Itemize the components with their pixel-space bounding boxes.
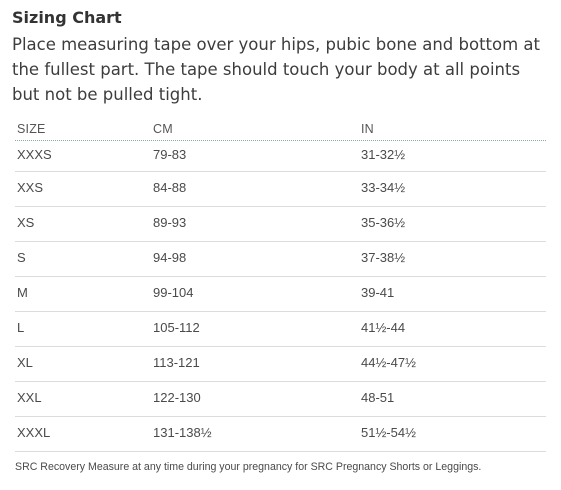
measuring-instructions: Place measuring tape over your hips, pub… bbox=[12, 32, 552, 107]
cell-cm: 105-112 bbox=[153, 320, 200, 335]
table-row: XL 113-121 44½-47½ bbox=[15, 347, 546, 382]
cell-in: 35-36½ bbox=[361, 215, 405, 230]
cell-in: 37-38½ bbox=[361, 250, 405, 265]
table-row: XXL 122-130 48-51 bbox=[15, 382, 546, 417]
cell-size: XXXS bbox=[17, 147, 52, 162]
cell-cm: 113-121 bbox=[153, 355, 200, 370]
cell-cm: 122-130 bbox=[153, 390, 201, 405]
cell-cm: 89-93 bbox=[153, 215, 186, 230]
cell-in: 33-34½ bbox=[361, 180, 405, 195]
cell-cm: 94-98 bbox=[153, 250, 186, 265]
cell-size: XS bbox=[17, 215, 34, 230]
cell-cm: 79-83 bbox=[153, 147, 186, 162]
cell-cm: 84-88 bbox=[153, 180, 186, 195]
cell-in: 39-41 bbox=[361, 285, 394, 300]
cell-in: 31-32½ bbox=[361, 147, 405, 162]
table-row: XXXS 79-83 31-32½ bbox=[15, 141, 546, 172]
cell-in: 48-51 bbox=[361, 390, 394, 405]
cell-in: 41½-44 bbox=[361, 320, 405, 335]
table-row: S 94-98 37-38½ bbox=[15, 242, 546, 277]
table-row: XS 89-93 35-36½ bbox=[15, 207, 546, 242]
cell-cm: 99-104 bbox=[153, 285, 193, 300]
cell-size: XL bbox=[17, 355, 33, 370]
table-row: L 105-112 41½-44 bbox=[15, 312, 546, 347]
footer-note: SRC Recovery Measure at any time during … bbox=[15, 461, 546, 473]
cell-size: M bbox=[17, 285, 28, 300]
table-row: XXXL 131-138½ 51½-54½ bbox=[15, 417, 546, 452]
cell-size: XXXL bbox=[17, 425, 50, 440]
cell-size: L bbox=[17, 320, 24, 335]
header-size: SIZE bbox=[17, 122, 46, 136]
cell-size: S bbox=[17, 250, 26, 265]
table-row: M 99-104 39-41 bbox=[15, 277, 546, 312]
cell-in: 44½-47½ bbox=[361, 355, 416, 370]
cell-size: XXL bbox=[17, 390, 42, 405]
header-cm: CM bbox=[153, 122, 173, 136]
sizing-table: SIZE CM IN XXXS 79-83 31-32½ XXS 84-88 3… bbox=[15, 122, 546, 452]
table-header: SIZE CM IN bbox=[15, 122, 546, 141]
header-in: IN bbox=[361, 122, 374, 136]
cell-in: 51½-54½ bbox=[361, 425, 416, 440]
page-title: Sizing Chart bbox=[12, 8, 122, 27]
table-row: XXS 84-88 33-34½ bbox=[15, 172, 546, 207]
cell-size: XXS bbox=[17, 180, 43, 195]
cell-cm: 131-138½ bbox=[153, 425, 212, 440]
